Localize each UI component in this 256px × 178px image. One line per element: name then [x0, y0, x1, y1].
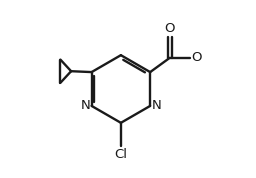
Text: O: O [165, 22, 175, 35]
Text: O: O [191, 51, 201, 64]
Text: N: N [80, 98, 90, 112]
Text: Cl: Cl [114, 148, 127, 161]
Text: N: N [152, 98, 161, 112]
